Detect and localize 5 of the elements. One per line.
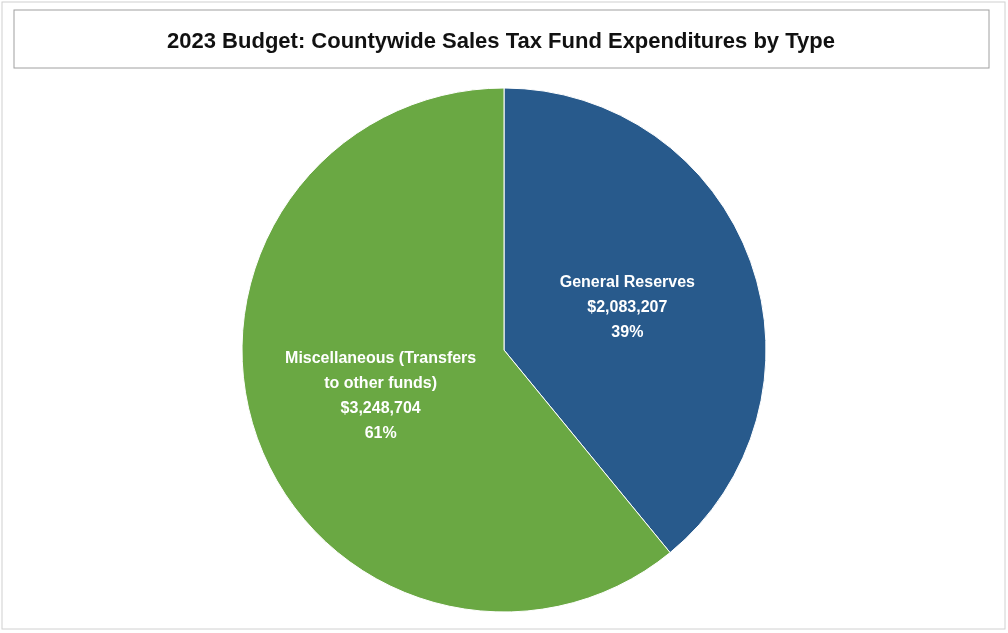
data-label: $2,083,207 39% (587, 297, 668, 340)
slice-label: Miscellaneous (Transfers to other funds) (285, 348, 477, 391)
slice-label: General Reserves (559, 272, 696, 290)
data-label: $3,248,704 61% (340, 398, 421, 441)
chart-title: 2023 Budget: Countywide Sales Tax Fund Expenditures by Type (167, 28, 835, 53)
